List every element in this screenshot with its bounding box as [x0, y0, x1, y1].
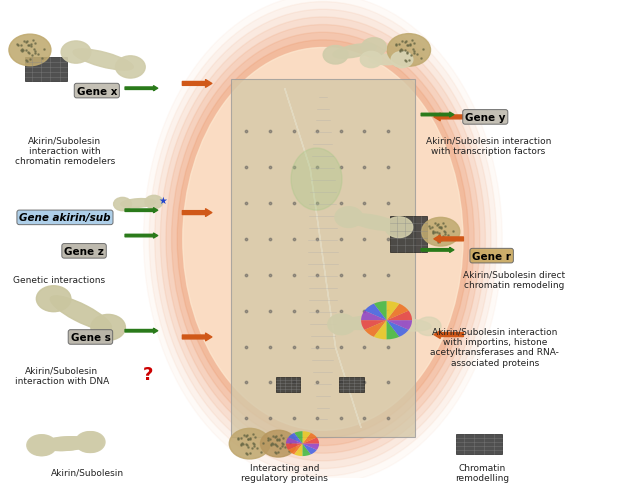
Text: Akirin/Subolesin interaction
with transcription factors: Akirin/Subolesin interaction with transc…	[426, 136, 551, 156]
Ellipse shape	[335, 207, 363, 228]
Ellipse shape	[323, 46, 348, 65]
Ellipse shape	[40, 437, 94, 451]
Ellipse shape	[29, 435, 56, 455]
Wedge shape	[288, 433, 302, 444]
Wedge shape	[374, 320, 386, 340]
Text: Gene akirin/sub: Gene akirin/sub	[19, 213, 110, 223]
Wedge shape	[361, 320, 386, 330]
Ellipse shape	[91, 315, 125, 341]
Ellipse shape	[183, 48, 463, 430]
Ellipse shape	[116, 57, 145, 79]
Wedge shape	[294, 444, 302, 456]
Text: Akirin/Subolesin
interaction with
chromatin remodelers: Akirin/Subolesin interaction with chroma…	[15, 136, 115, 166]
Ellipse shape	[76, 432, 103, 453]
Wedge shape	[302, 438, 319, 444]
Ellipse shape	[155, 10, 491, 469]
Ellipse shape	[391, 52, 413, 69]
Wedge shape	[286, 444, 302, 450]
Wedge shape	[302, 444, 317, 454]
Ellipse shape	[422, 218, 460, 246]
Ellipse shape	[261, 430, 296, 457]
Text: Akirin/Subolesin interaction
with importins, histone
acetyltransferases and RNA-: Akirin/Subolesin interaction with import…	[430, 327, 559, 367]
Ellipse shape	[171, 33, 474, 446]
Ellipse shape	[77, 432, 105, 453]
FancyBboxPatch shape	[390, 217, 428, 253]
Text: Interacting and
regulatory proteins: Interacting and regulatory proteins	[241, 463, 328, 482]
Wedge shape	[302, 444, 319, 450]
Ellipse shape	[61, 42, 91, 64]
Wedge shape	[386, 302, 399, 320]
FancyBboxPatch shape	[340, 378, 363, 393]
Wedge shape	[286, 438, 302, 444]
Ellipse shape	[145, 196, 163, 209]
Text: Gene s: Gene s	[71, 333, 110, 342]
Ellipse shape	[27, 435, 55, 455]
Ellipse shape	[417, 318, 441, 336]
Ellipse shape	[328, 314, 356, 335]
Wedge shape	[386, 320, 408, 337]
Ellipse shape	[160, 18, 485, 461]
Wedge shape	[386, 320, 399, 340]
Text: Gene z: Gene z	[64, 246, 104, 257]
FancyBboxPatch shape	[230, 79, 415, 438]
Ellipse shape	[121, 199, 155, 208]
Wedge shape	[365, 304, 386, 320]
Wedge shape	[361, 311, 386, 320]
Ellipse shape	[360, 52, 382, 69]
Text: ★: ★	[158, 196, 167, 206]
Wedge shape	[386, 304, 408, 320]
FancyBboxPatch shape	[456, 434, 502, 454]
Text: Gene y: Gene y	[465, 113, 505, 122]
Ellipse shape	[9, 35, 51, 67]
Polygon shape	[284, 89, 361, 428]
Wedge shape	[374, 302, 386, 320]
Ellipse shape	[377, 315, 401, 333]
Ellipse shape	[50, 296, 112, 331]
Wedge shape	[288, 444, 302, 454]
Ellipse shape	[387, 34, 431, 67]
Wedge shape	[386, 320, 412, 330]
Wedge shape	[302, 433, 317, 444]
Ellipse shape	[149, 2, 497, 476]
Text: Akirin/Subolesin
interaction with DNA: Akirin/Subolesin interaction with DNA	[15, 366, 109, 385]
Ellipse shape	[333, 45, 376, 59]
Ellipse shape	[38, 437, 92, 451]
Text: Genetic interactions: Genetic interactions	[13, 275, 105, 285]
Ellipse shape	[339, 316, 396, 330]
Ellipse shape	[229, 428, 270, 459]
Ellipse shape	[379, 311, 407, 332]
Wedge shape	[302, 431, 311, 444]
Ellipse shape	[346, 214, 402, 231]
Ellipse shape	[361, 39, 386, 57]
Ellipse shape	[37, 286, 71, 312]
Wedge shape	[365, 320, 386, 337]
Text: Akirin/Subolesin direct
chromatin remodeling: Akirin/Subolesin direct chromatin remode…	[463, 270, 565, 289]
Ellipse shape	[166, 26, 480, 454]
Ellipse shape	[369, 55, 404, 66]
Ellipse shape	[73, 50, 134, 71]
Text: Gene r: Gene r	[473, 251, 511, 261]
Text: ?: ?	[143, 365, 153, 383]
Text: Gene x: Gene x	[76, 87, 117, 96]
Wedge shape	[386, 311, 412, 320]
Text: Akirin/Subolesin: Akirin/Subolesin	[51, 468, 124, 477]
Ellipse shape	[291, 149, 342, 211]
Ellipse shape	[385, 217, 413, 238]
Wedge shape	[302, 444, 311, 456]
Ellipse shape	[114, 198, 132, 212]
Ellipse shape	[386, 319, 431, 332]
FancyBboxPatch shape	[276, 378, 300, 393]
Text: Chromatin
remodelling: Chromatin remodelling	[455, 463, 509, 482]
Ellipse shape	[177, 41, 469, 438]
Wedge shape	[294, 431, 302, 444]
FancyBboxPatch shape	[25, 58, 67, 82]
